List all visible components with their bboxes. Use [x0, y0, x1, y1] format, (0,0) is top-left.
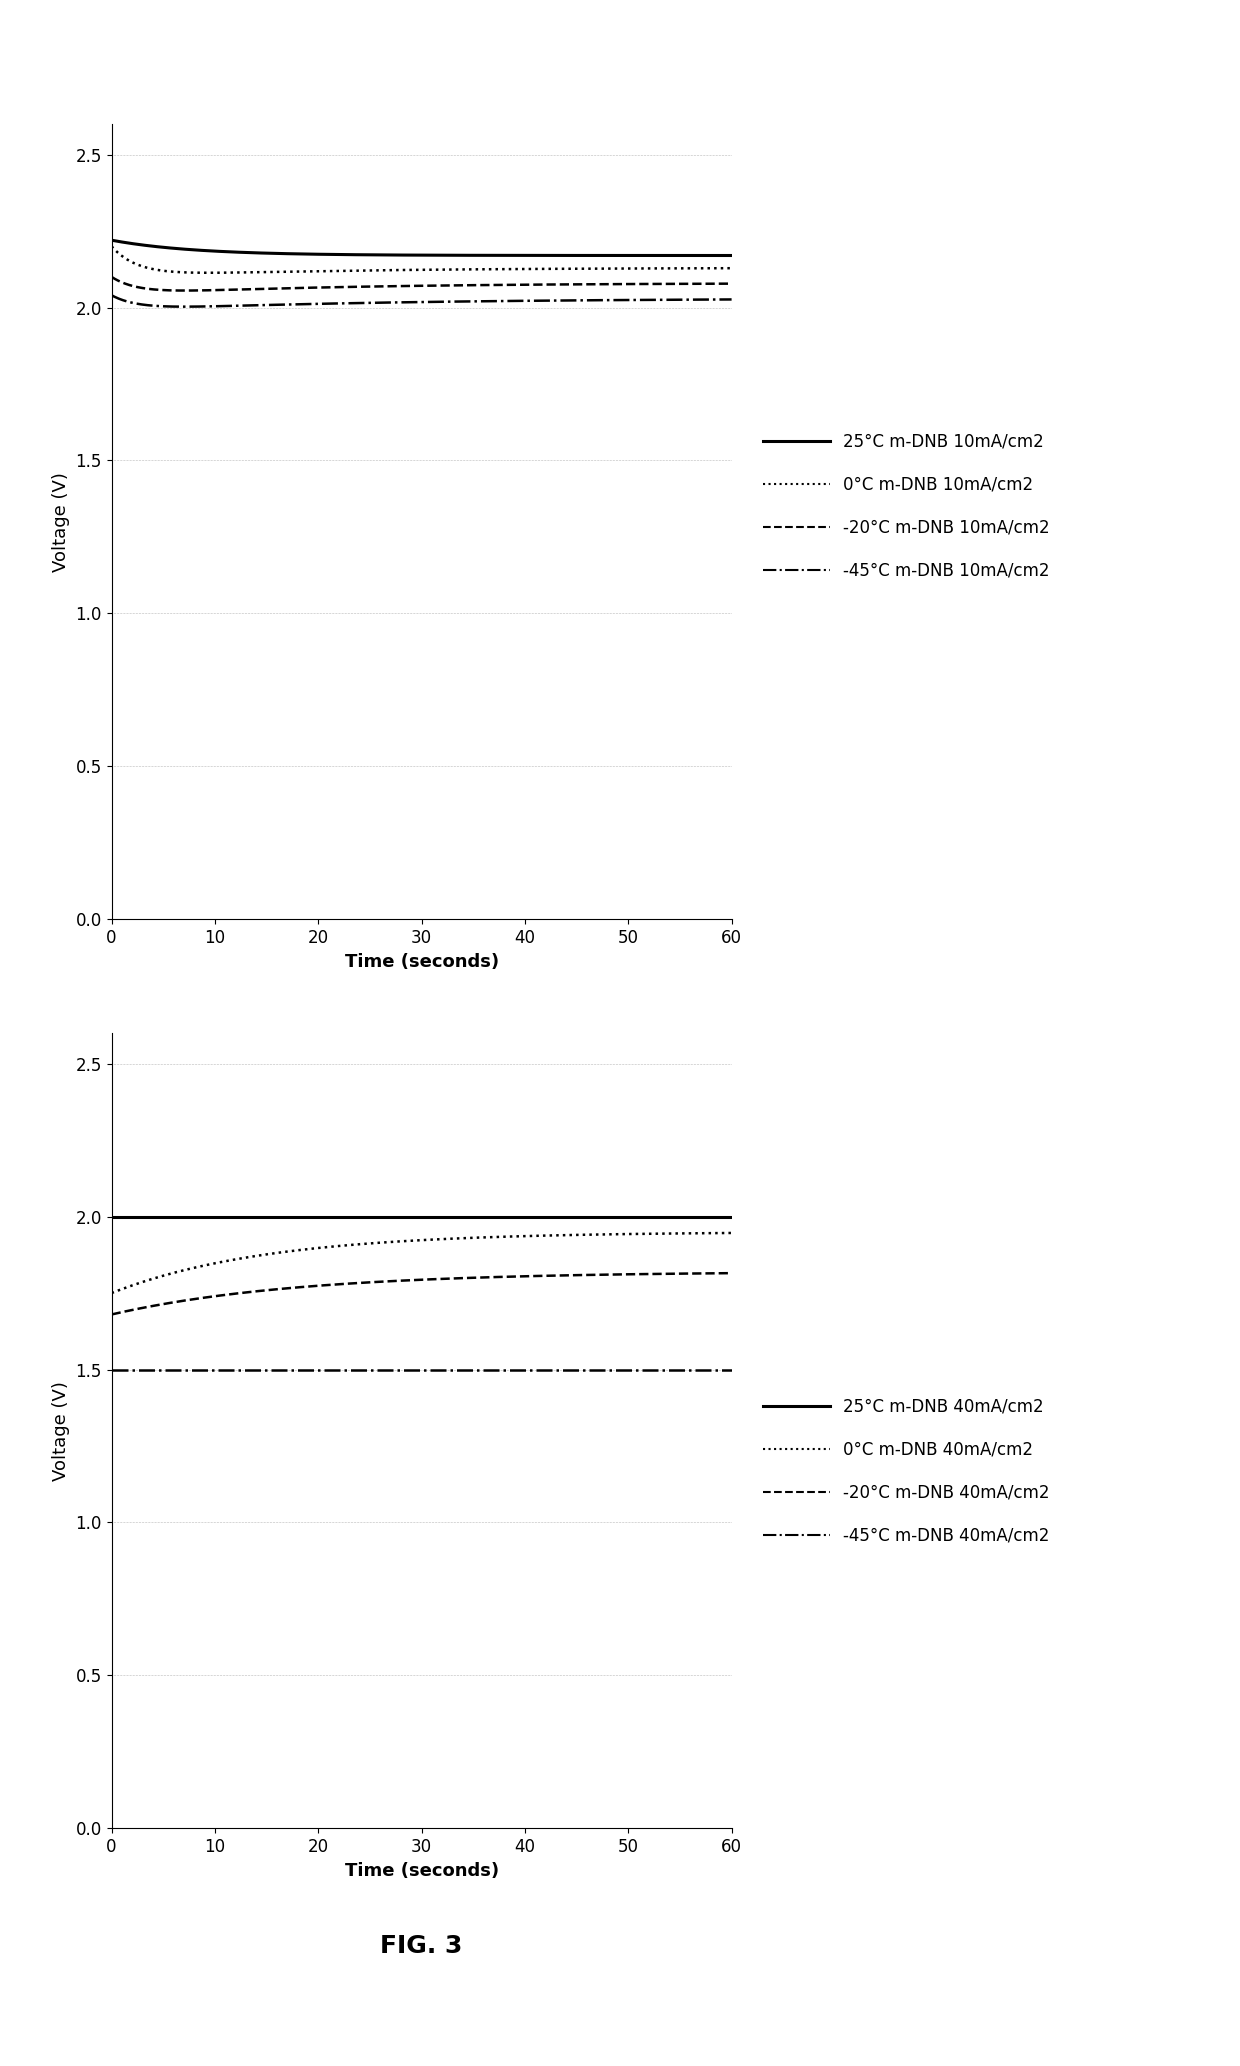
Y-axis label: Voltage (V): Voltage (V) — [52, 471, 69, 572]
Y-axis label: Voltage (V): Voltage (V) — [52, 1380, 69, 1481]
X-axis label: Time (seconds): Time (seconds) — [345, 952, 498, 971]
Legend: 25°C m-DNB 10mA/cm2, 0°C m-DNB 10mA/cm2, -20°C m-DNB 10mA/cm2, -45°C m-DNB 10mA/: 25°C m-DNB 10mA/cm2, 0°C m-DNB 10mA/cm2,… — [756, 426, 1056, 587]
Text: FIG. 3: FIG. 3 — [381, 1934, 463, 1959]
Legend: 25°C m-DNB 40mA/cm2, 0°C m-DNB 40mA/cm2, -20°C m-DNB 40mA/cm2, -45°C m-DNB 40mA/: 25°C m-DNB 40mA/cm2, 0°C m-DNB 40mA/cm2,… — [756, 1390, 1056, 1552]
X-axis label: Time (seconds): Time (seconds) — [345, 1861, 498, 1880]
